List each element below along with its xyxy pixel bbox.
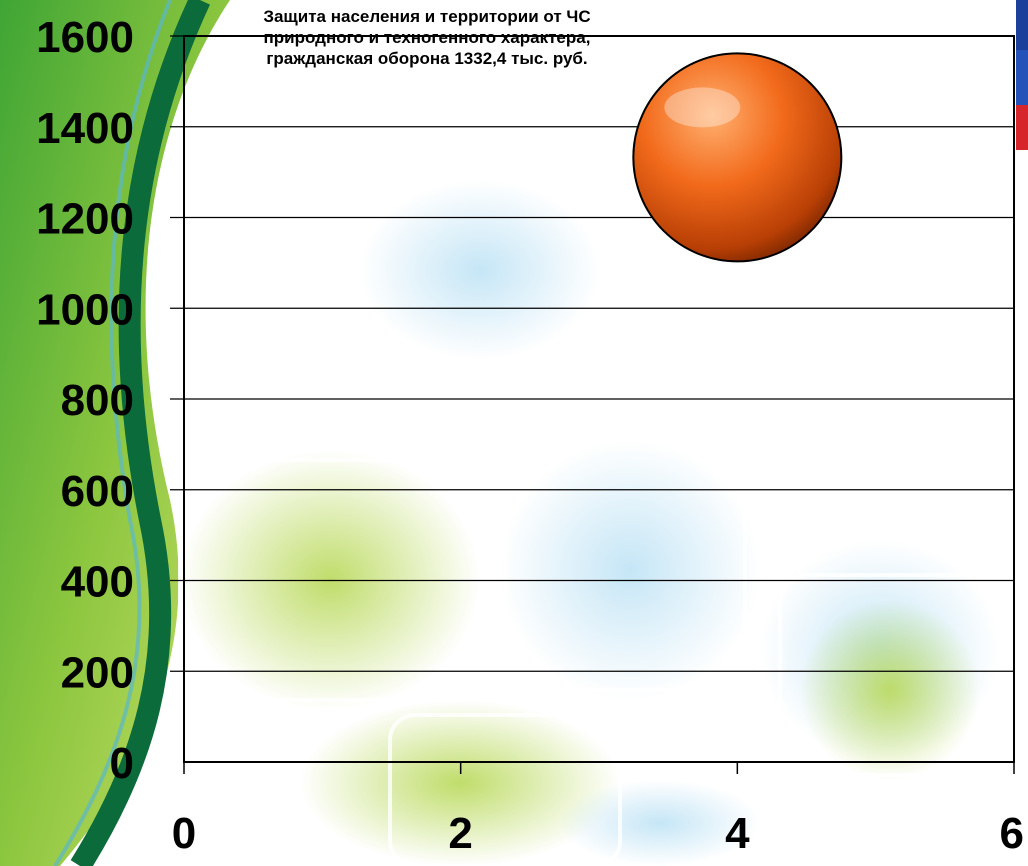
y-tick-label-600: 600 <box>61 467 134 516</box>
bubbles <box>632 52 843 263</box>
x-tick-label-2: 2 <box>448 809 472 858</box>
x-tick-label-0: 0 <box>172 809 196 858</box>
y-tick-label-200: 200 <box>61 648 134 697</box>
x-tick-labels: 0 2 4 6 <box>172 809 1024 858</box>
x-tick-label-4: 4 <box>725 809 750 858</box>
y-tick-label-0: 0 <box>110 739 134 788</box>
x-tick-label-6: 6 <box>1000 809 1024 858</box>
y-tick-label-1400: 1400 <box>36 104 134 153</box>
y-tick-label-1000: 1000 <box>36 285 134 334</box>
axes <box>183 35 1015 774</box>
y-tick-label-1600: 1600 <box>36 13 134 62</box>
y-tick-label-1200: 1200 <box>36 195 134 244</box>
bubble-0 <box>632 52 843 263</box>
y-tick-labels: 0 200 400 600 800 1000 1200 1400 1600 <box>36 13 134 788</box>
gridlines <box>170 35 1014 672</box>
y-tick-label-800: 800 <box>61 376 134 425</box>
bubble-data-label: Защита населения и территории от ЧС прир… <box>263 7 591 68</box>
bubble-highlight-0 <box>664 87 741 128</box>
plot-area-border <box>183 35 1015 763</box>
y-tick-label-400: 400 <box>61 558 134 607</box>
